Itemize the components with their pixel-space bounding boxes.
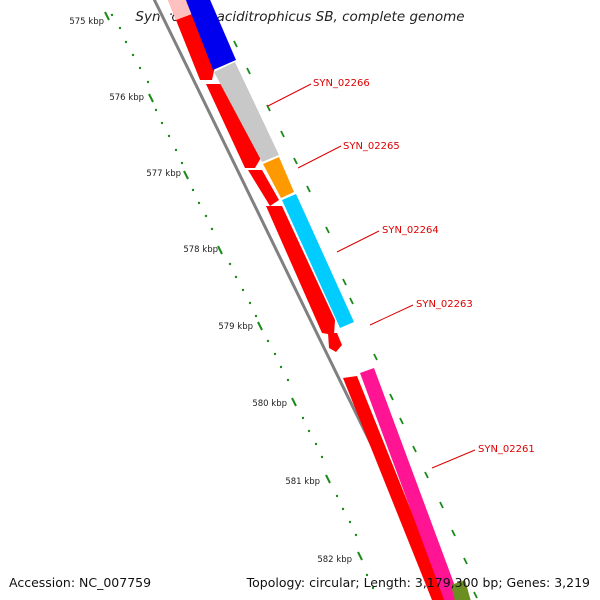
gene-label-syn02265[interactable]: SYN_02265 (343, 141, 400, 152)
gene-label-syn02266[interactable]: SYN_02266 (313, 78, 370, 89)
ruler-labels: 575 kbp 576 kbp 577 kbp 578 kbp 579 kbp … (69, 17, 352, 565)
outer-ruler-dashes (233, 40, 478, 599)
gene-label-syn02261[interactable]: SYN_02261 (478, 444, 535, 455)
gene-arrow-red-2 (206, 84, 262, 168)
gene-label-leaders (267, 83, 476, 469)
tick-label: 581 kbp (285, 477, 320, 487)
ruler-dots (110, 13, 375, 590)
tick-label: 578 kbp (183, 245, 218, 255)
gene-orange (263, 157, 294, 198)
tick-label: 582 kbp (317, 555, 352, 565)
gene-gray (214, 62, 279, 162)
ruler-major-ticks (104, 11, 363, 561)
gene-magenta (360, 368, 461, 600)
gene-blue (185, 0, 236, 70)
tick-label: 577 kbp (146, 169, 181, 179)
tick-label: 575 kbp (69, 17, 104, 27)
tick-label: 579 kbp (218, 322, 253, 332)
gene-label-syn02264[interactable]: SYN_02264 (382, 225, 439, 236)
gene-arrow-red-5 (328, 333, 342, 352)
gene-arrow-red-4 (266, 206, 335, 335)
tick-label: 576 kbp (109, 93, 144, 103)
tick-label: 580 kbp (252, 399, 287, 409)
gene-label-syn02263[interactable]: SYN_02263 (416, 299, 473, 310)
gene-arrow-red-3 (248, 170, 279, 206)
genes-text: Genes: 3,219 (506, 575, 590, 590)
forward-strand-genes (168, 0, 447, 600)
topology-text: Topology: circular (246, 575, 356, 590)
gene-cyan (282, 194, 354, 328)
gene-arrow-red-6 (343, 376, 447, 600)
accession-text: Accession: NC_007759 (9, 575, 152, 590)
gene-arrow-red-1 (168, 0, 216, 80)
length-text: Length: 3,179,300 bp (363, 575, 499, 590)
gene-pink-light (168, 0, 192, 20)
gene-labels: SYN_02266 SYN_02265 SYN_02264 SYN_02263 … (313, 78, 535, 455)
gene-olive (451, 580, 471, 600)
genome-stats: Topology: circular; Length: 3,179,300 bp… (246, 575, 590, 590)
